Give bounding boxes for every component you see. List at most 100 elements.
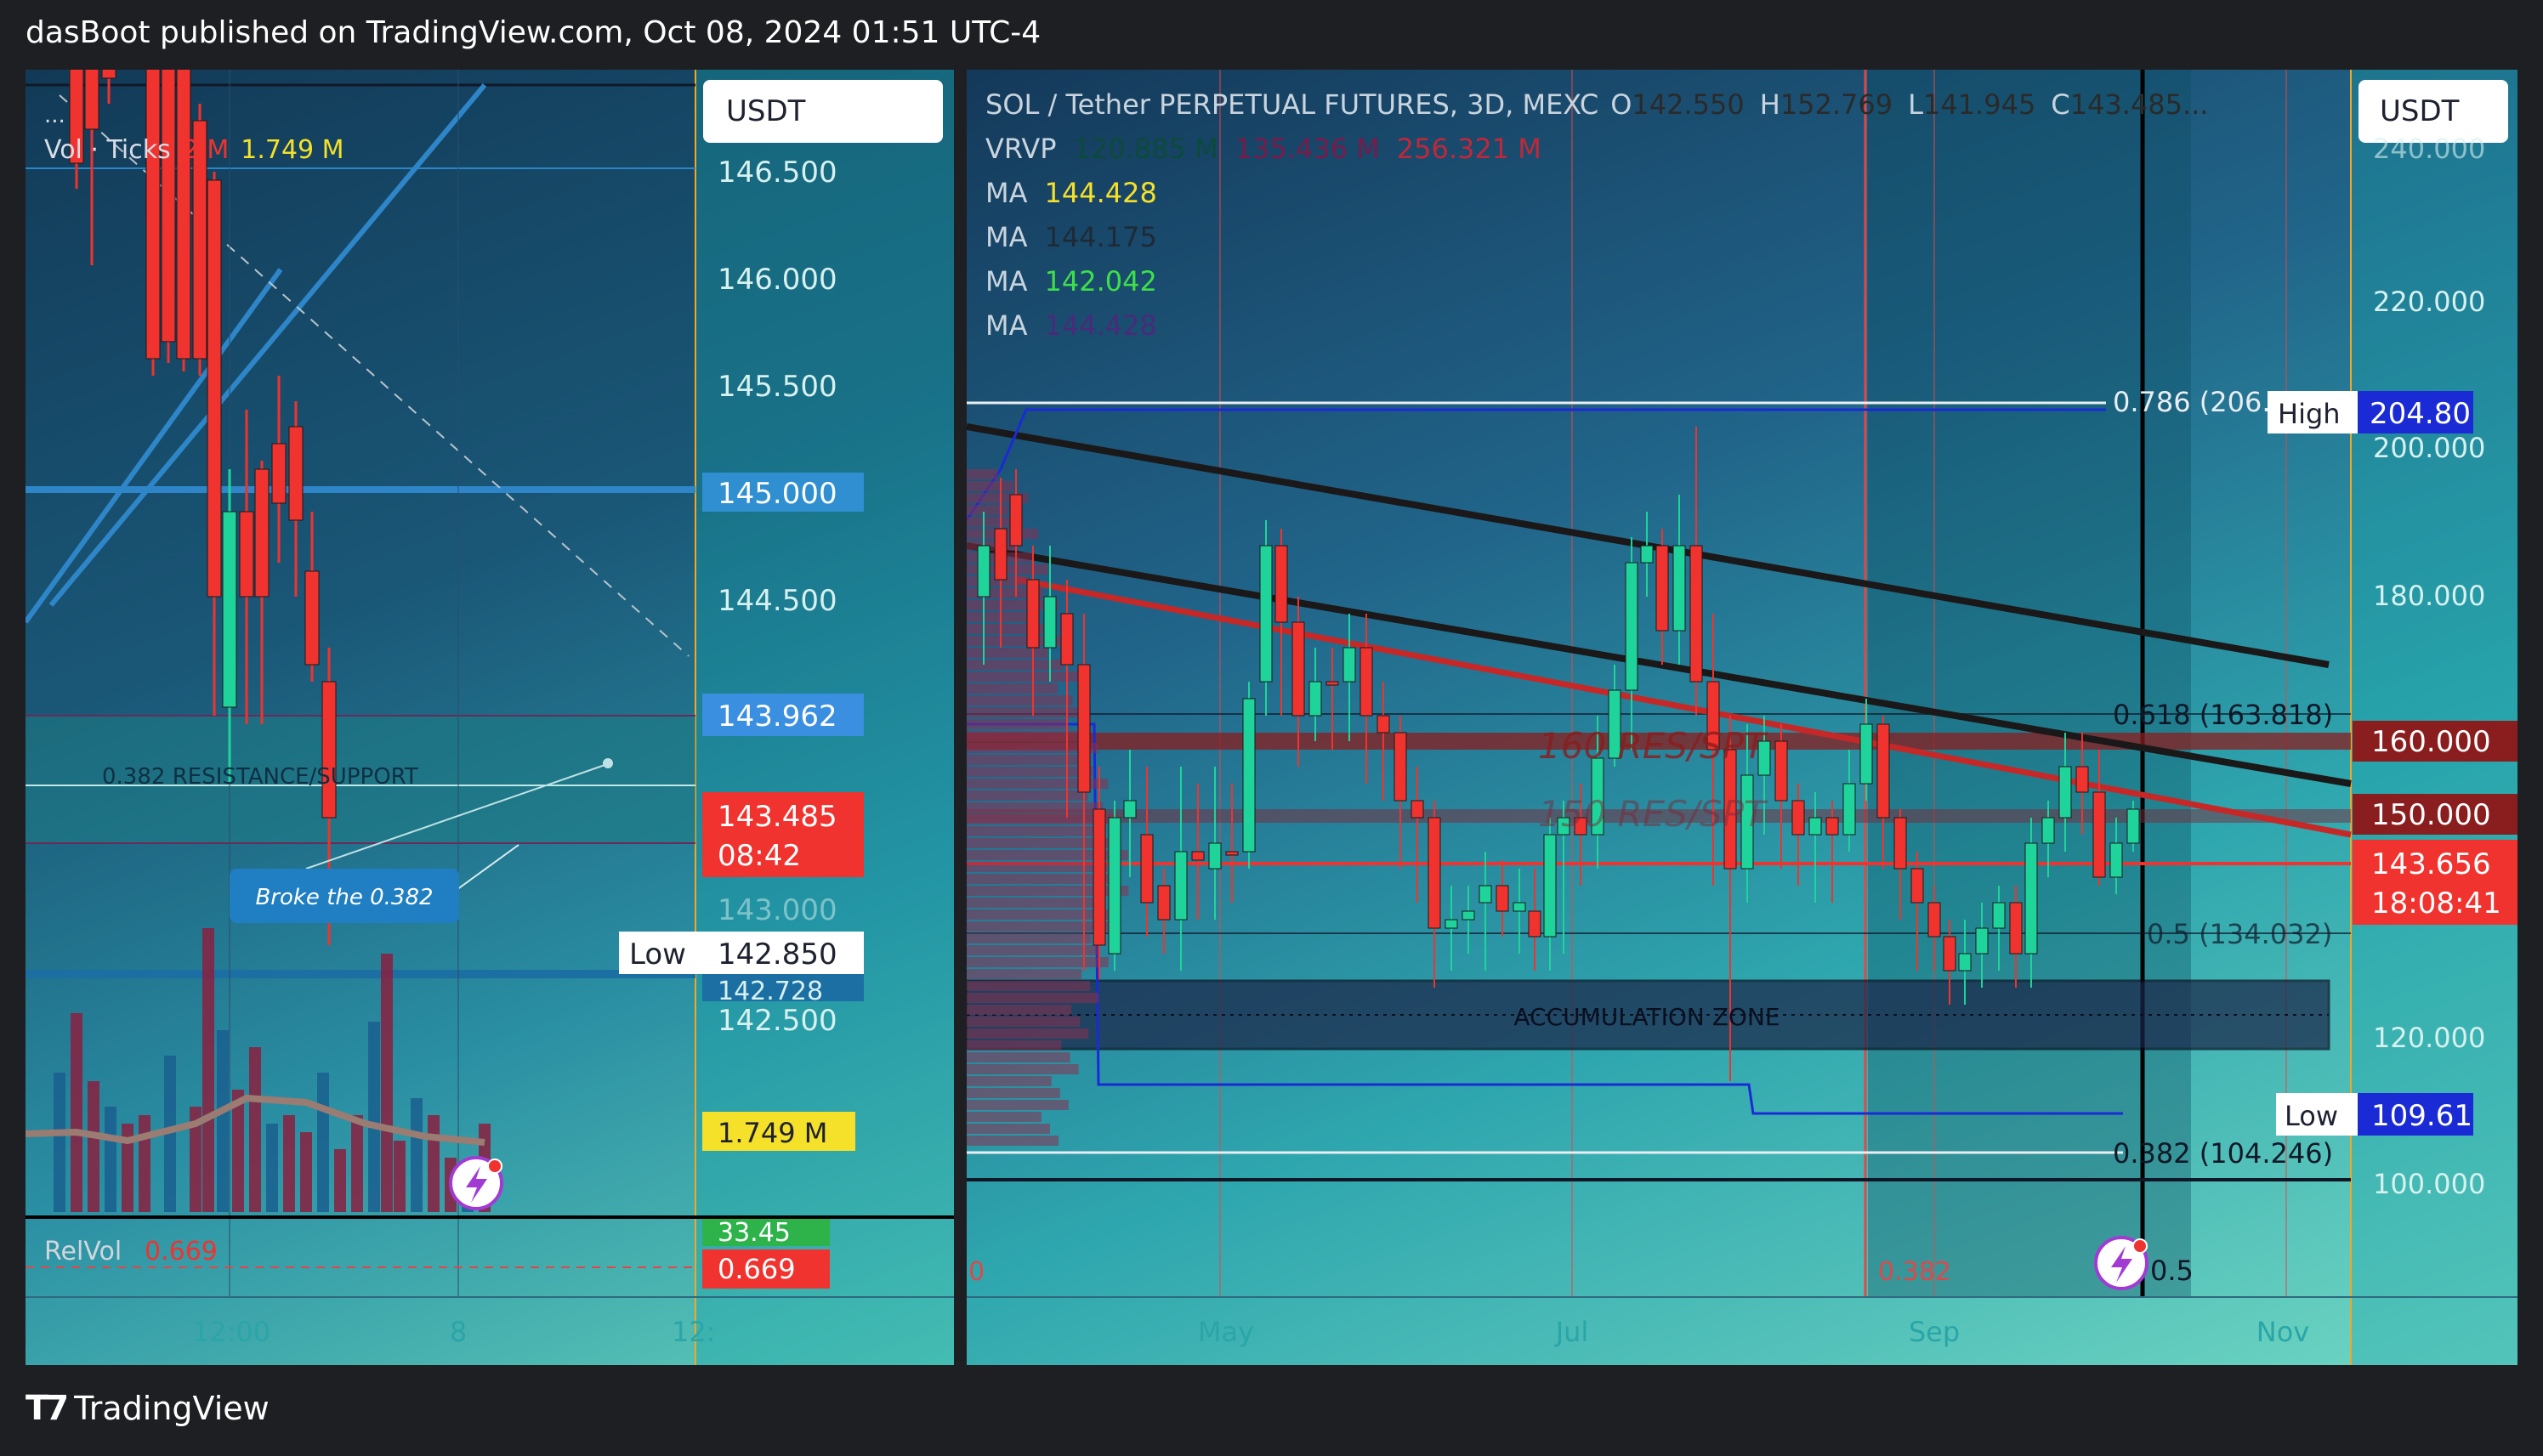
- right-range-low: [967, 722, 2123, 1115]
- right-highlight-region: [1868, 70, 2191, 1297]
- left-vol-tag-bg: [702, 1112, 855, 1151]
- right-ma-legend-2: MA 144.175: [985, 221, 1157, 253]
- right-candle-body: [1842, 783, 1856, 836]
- left-tag-143962: 143.962: [718, 700, 837, 734]
- left-volume-bar: [334, 1149, 346, 1212]
- left-callout-leader: [450, 844, 519, 895]
- left-volume-bar: [411, 1098, 423, 1212]
- left-callout-box[interactable]: [230, 869, 459, 923]
- right-candle-body: [1077, 664, 1091, 793]
- left-relvol-tag-2: 0.669: [718, 1253, 796, 1285]
- right-candle-body: [1859, 723, 1873, 785]
- right-volume-profile-bar: [967, 743, 1098, 753]
- right-candle-body: [1479, 885, 1492, 904]
- right-volume-profile-bar: [967, 683, 1058, 694]
- left-volume-bar: [122, 1124, 133, 1212]
- left-volume-bar: [300, 1132, 312, 1212]
- left-vol-value-1: 2 M: [183, 135, 230, 165]
- left-diag-line-1: [26, 268, 283, 624]
- right-chart-panel[interactable]: SOL / Tether PERPETUAL FUTURES, 3D, MEXC…: [967, 70, 2517, 1365]
- left-callout-arrow: [305, 762, 613, 870]
- right-volume-profile-bar: [967, 505, 1008, 515]
- right-candle-body: [2092, 791, 2106, 878]
- left-relvol-tag-1: 33.45: [718, 1218, 791, 1248]
- right-volume-profile-bar: [967, 993, 1099, 1003]
- right-candle-body: [1445, 919, 1458, 929]
- right-currency-button[interactable]: [2359, 80, 2508, 143]
- left-volume-bar: [71, 1013, 82, 1212]
- left-time-tick-1: 12:00: [192, 1316, 270, 1348]
- right-candle-body: [1791, 800, 1805, 836]
- right-volume-profile-bar: [967, 481, 1013, 491]
- left-relvol-tag-1-bg: [702, 1219, 830, 1246]
- right-volume-profile-bar: [967, 826, 1098, 836]
- right-candle-body: [1191, 851, 1205, 861]
- left-volume-bar: [190, 1107, 202, 1212]
- right-bottom-0382: 0.382: [1878, 1257, 1951, 1287]
- right-candle-body: [2009, 902, 2023, 955]
- left-volume-bar: [283, 1115, 295, 1212]
- right-tick-100: 100.000: [2373, 1168, 2485, 1200]
- right-volume-profile-bar: [967, 945, 1100, 955]
- right-tick-220: 220.000: [2373, 286, 2485, 318]
- right-vrvp-legend: VRVP 120.885 M 135.436 M 256.321 M: [985, 133, 1541, 165]
- right-volume-profile-bar: [967, 1028, 1089, 1039]
- right-replay-lightning-icon[interactable]: [2094, 1236, 2148, 1290]
- right-volume-profile-bar: [967, 779, 1109, 789]
- left-candle-body: [288, 426, 304, 521]
- left-volume-bar: [351, 1115, 363, 1212]
- right-volume-profile-bar: [967, 850, 1128, 860]
- right-candle-body: [1876, 723, 1890, 819]
- right-candle-body: [1574, 817, 1587, 836]
- left-currency-button[interactable]: [703, 80, 943, 143]
- right-160-tag-bg: [2353, 721, 2517, 762]
- right-symbol: SOL / Tether PERPETUAL FUTURES, 3D, MEXC: [985, 88, 1598, 121]
- left-volume-bar: [232, 1090, 244, 1212]
- right-volume-profile-bar: [967, 790, 1088, 801]
- right-volume-profile-bar: [967, 981, 1091, 991]
- right-candle-body: [1640, 545, 1654, 564]
- left-callout-dot: [603, 758, 613, 768]
- left-relvol-label: RelVol: [44, 1237, 122, 1266]
- right-candle-body: [2024, 842, 2038, 955]
- right-candle-body: [1958, 953, 1972, 972]
- left-low-label: Low: [629, 938, 686, 972]
- right-low-tag: 109.61: [2371, 1099, 2472, 1133]
- right-volume-profile-bar: [967, 838, 1113, 848]
- right-candle-body: [1825, 817, 1839, 836]
- right-volume-profile-bar: [967, 886, 1129, 896]
- left-vol-label: Vol · Ticks: [44, 135, 171, 165]
- left-volume-bar: [266, 1124, 278, 1212]
- right-volume-profile-bar: [967, 909, 1110, 920]
- right-candle-body: [1462, 910, 1475, 921]
- left-candle-body: [304, 570, 320, 666]
- left-replay-lightning-icon[interactable]: [449, 1156, 503, 1210]
- left-candle-body: [69, 70, 84, 164]
- right-fib-0786-label: 0.786 (206.: [2113, 386, 2271, 418]
- right-candles: [977, 427, 2140, 1081]
- right-price-scale[interactable]: [2351, 70, 2517, 1365]
- right-volume-profile-bar: [967, 1136, 1059, 1146]
- right-candle-body: [1672, 545, 1686, 632]
- left-chart-svg[interactable]: ... Vol · Ticks 2 M 1.749 M 0.382 RESISTAN…: [26, 70, 954, 1365]
- footer-branding[interactable]: T7 TradingView: [26, 1389, 270, 1428]
- left-candle-body: [254, 468, 270, 598]
- left-menu-dots[interactable]: ...: [44, 103, 65, 128]
- right-ma-legend-4: MA 144.428: [985, 309, 1157, 342]
- right-candle-body: [1557, 817, 1570, 836]
- right-candle-body: [1625, 562, 1638, 691]
- left-low-label-bg: [619, 932, 704, 974]
- right-chart-svg[interactable]: SOL / Tether PERPETUAL FUTURES, 3D, MEXC…: [967, 70, 2517, 1365]
- left-candles: [69, 70, 337, 945]
- left-chart-panel[interactable]: ... Vol · Ticks 2 M 1.749 M 0.382 RESISTAN…: [26, 70, 954, 1365]
- right-bottom-05: 0.5: [2150, 1255, 2194, 1287]
- left-candle-body: [161, 70, 176, 343]
- left-volume-bar: [368, 1022, 380, 1212]
- left-volume-bar: [202, 928, 214, 1212]
- right-volume-profile-bar: [967, 802, 1104, 813]
- right-candle-body: [1043, 596, 1057, 649]
- right-volume-profile-bar: [967, 624, 1053, 634]
- right-volume-profile-bar: [967, 755, 1078, 765]
- right-150-label: 150 RES/SPT: [1538, 793, 1768, 835]
- right-bottom-zero: 0: [968, 1257, 985, 1287]
